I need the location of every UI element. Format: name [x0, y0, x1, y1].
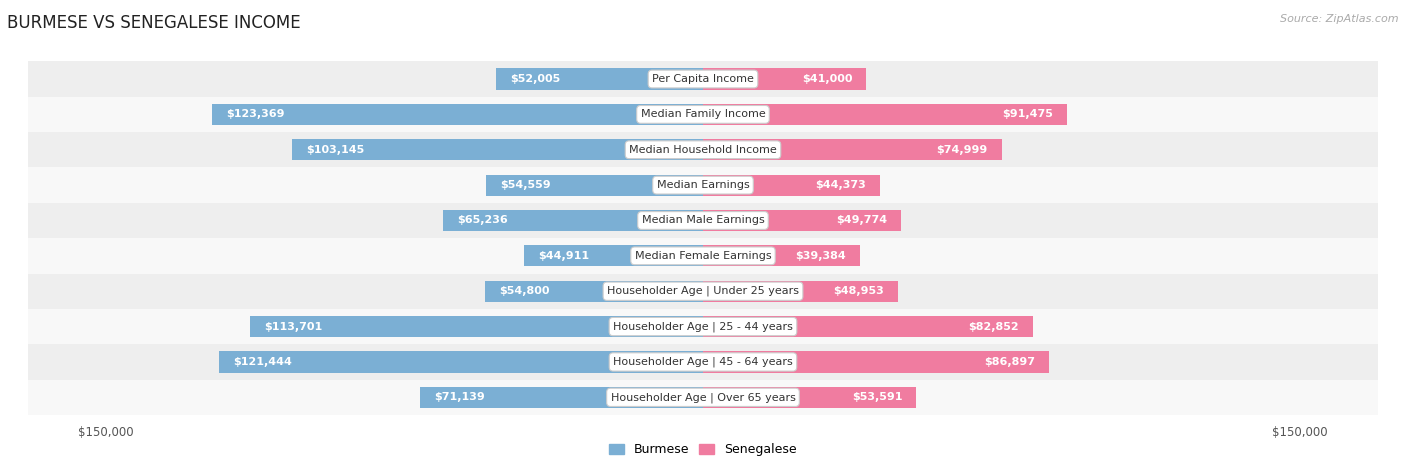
Text: Median Family Income: Median Family Income	[641, 109, 765, 120]
Text: Per Capita Income: Per Capita Income	[652, 74, 754, 84]
Bar	[212, 104, 703, 125]
Bar	[703, 245, 860, 267]
Text: $44,911: $44,911	[538, 251, 589, 261]
Text: $103,145: $103,145	[307, 145, 364, 155]
Text: $39,384: $39,384	[796, 251, 846, 261]
Bar	[703, 281, 898, 302]
FancyBboxPatch shape	[17, 203, 1389, 238]
Bar	[524, 245, 703, 267]
Text: $54,559: $54,559	[499, 180, 550, 190]
Text: $121,444: $121,444	[233, 357, 292, 367]
FancyBboxPatch shape	[17, 97, 1389, 132]
Text: $65,236: $65,236	[457, 215, 508, 226]
Text: $44,373: $44,373	[815, 180, 866, 190]
Text: $91,475: $91,475	[1002, 109, 1053, 120]
Text: Householder Age | 45 - 64 years: Householder Age | 45 - 64 years	[613, 357, 793, 367]
Bar	[496, 69, 703, 90]
FancyBboxPatch shape	[17, 380, 1389, 415]
Text: Median Male Earnings: Median Male Earnings	[641, 215, 765, 226]
Text: $113,701: $113,701	[264, 322, 322, 332]
Text: $54,800: $54,800	[499, 286, 550, 296]
Bar	[219, 351, 703, 373]
Bar	[703, 104, 1067, 125]
Text: BURMESE VS SENEGALESE INCOME: BURMESE VS SENEGALESE INCOME	[7, 14, 301, 32]
Bar	[703, 69, 866, 90]
Text: $82,852: $82,852	[969, 322, 1019, 332]
FancyBboxPatch shape	[17, 274, 1389, 309]
Text: $123,369: $123,369	[226, 109, 284, 120]
Bar	[703, 139, 1001, 160]
Bar	[703, 351, 1049, 373]
Text: $86,897: $86,897	[984, 357, 1035, 367]
Text: Median Female Earnings: Median Female Earnings	[634, 251, 772, 261]
Text: Householder Age | Over 65 years: Householder Age | Over 65 years	[610, 392, 796, 403]
FancyBboxPatch shape	[17, 238, 1389, 274]
FancyBboxPatch shape	[17, 132, 1389, 168]
Text: $48,953: $48,953	[834, 286, 884, 296]
Text: $74,999: $74,999	[936, 145, 987, 155]
Text: $52,005: $52,005	[510, 74, 560, 84]
Text: Median Earnings: Median Earnings	[657, 180, 749, 190]
Bar	[420, 387, 703, 408]
FancyBboxPatch shape	[17, 168, 1389, 203]
Text: Source: ZipAtlas.com: Source: ZipAtlas.com	[1281, 14, 1399, 24]
Text: $41,000: $41,000	[801, 74, 852, 84]
Bar	[485, 175, 703, 196]
FancyBboxPatch shape	[17, 344, 1389, 380]
Legend: Burmese, Senegalese: Burmese, Senegalese	[605, 439, 801, 461]
Bar	[443, 210, 703, 231]
FancyBboxPatch shape	[17, 309, 1389, 344]
FancyBboxPatch shape	[17, 61, 1389, 97]
Bar	[485, 281, 703, 302]
Bar	[250, 316, 703, 337]
Bar	[703, 175, 880, 196]
Text: $49,774: $49,774	[837, 215, 887, 226]
Text: Householder Age | Under 25 years: Householder Age | Under 25 years	[607, 286, 799, 297]
Bar	[292, 139, 703, 160]
Text: Median Household Income: Median Household Income	[628, 145, 778, 155]
Text: $71,139: $71,139	[433, 392, 485, 402]
Bar	[703, 387, 917, 408]
Text: $53,591: $53,591	[852, 392, 903, 402]
Bar	[703, 316, 1033, 337]
Text: Householder Age | 25 - 44 years: Householder Age | 25 - 44 years	[613, 321, 793, 332]
Bar	[703, 210, 901, 231]
